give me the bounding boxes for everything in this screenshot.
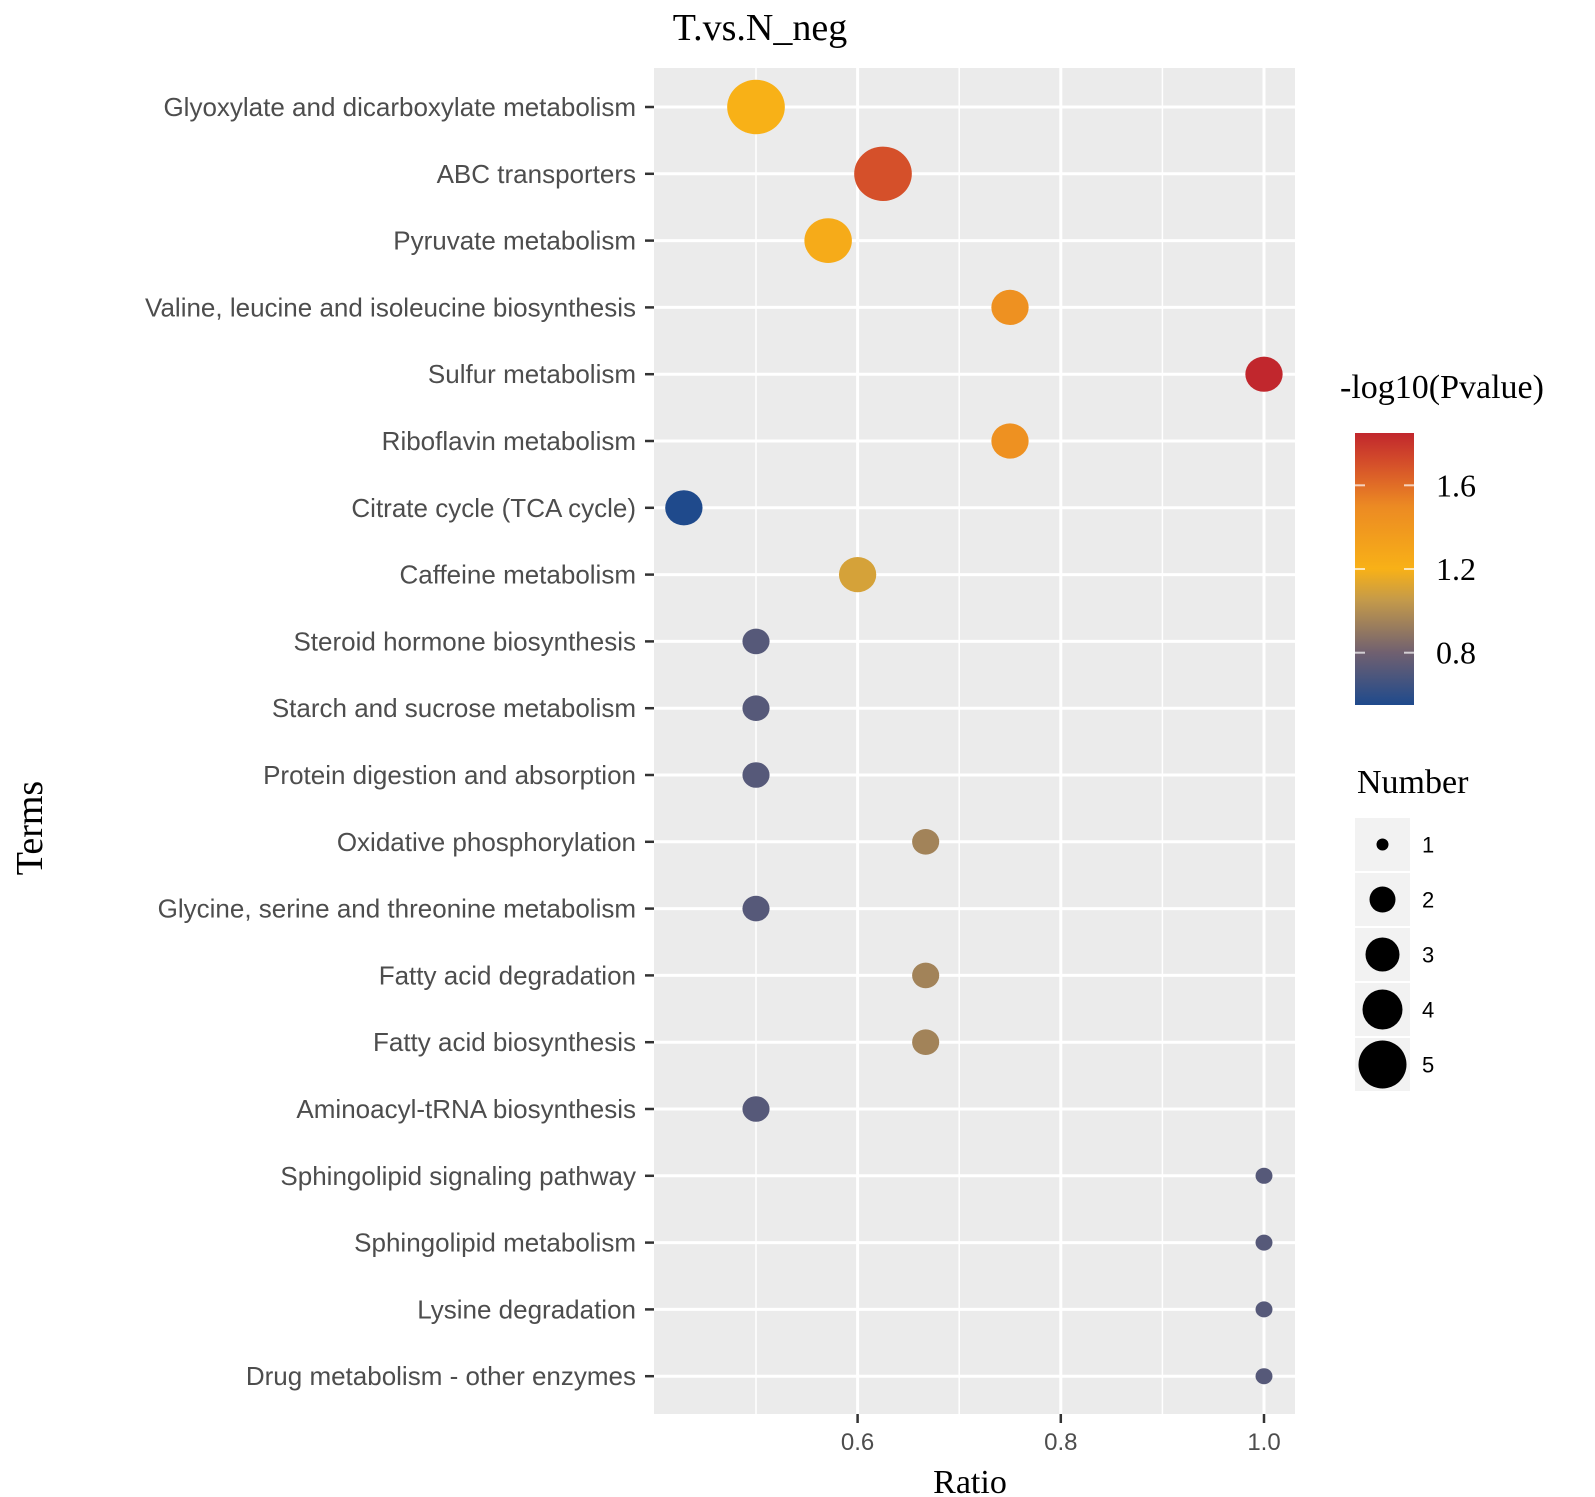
y-tick-label: ABC transporters <box>437 159 636 189</box>
y-tick-label: Valine, leucine and isoleucine biosynthe… <box>145 292 636 322</box>
size-legend-dot <box>1358 1040 1407 1089</box>
data-point <box>991 423 1029 459</box>
data-point <box>742 628 770 655</box>
x-tick-label: 1.0 <box>1247 1429 1280 1456</box>
data-point <box>742 1096 770 1122</box>
size-legend-label: 4 <box>1422 998 1434 1023</box>
data-point <box>742 695 770 721</box>
colorbar-tick-label: 0.8 <box>1436 635 1476 671</box>
y-tick-label: Riboflavin metabolism <box>382 426 636 456</box>
data-point <box>838 557 877 593</box>
data-point <box>912 1029 940 1055</box>
y-tick-label: Lysine degradation <box>417 1294 636 1324</box>
y-tick-label: Fatty acid degradation <box>379 960 636 990</box>
colorbar-tick-label: 1.2 <box>1436 551 1476 587</box>
size-legend: 1 2 3 4 5 <box>1355 818 1434 1091</box>
size-legend-dot <box>1362 989 1403 1030</box>
data-point <box>1255 1301 1273 1318</box>
y-tick-label: Pyruvate metabolism <box>393 226 636 256</box>
size-legend-label: 3 <box>1422 943 1434 968</box>
y-tick-label: Sphingolipid signaling pathway <box>280 1161 636 1191</box>
data-point <box>912 962 940 989</box>
size-legend-dot <box>1376 838 1389 851</box>
size-legend-label: 5 <box>1422 1053 1434 1078</box>
y-tick-label: Fatty acid biosynthesis <box>373 1027 636 1057</box>
size-legend-label: 1 <box>1422 833 1434 858</box>
size-legend-title: Number <box>1357 764 1469 801</box>
x-axis-label: Ratio <box>933 1464 1007 1497</box>
data-point <box>804 218 852 263</box>
data-point <box>742 762 770 788</box>
data-point <box>665 490 703 526</box>
size-legend-dot <box>1369 886 1396 913</box>
data-point <box>991 289 1029 325</box>
data-point <box>727 79 785 135</box>
y-tick-label: Steroid hormone biosynthesis <box>293 626 636 656</box>
data-point <box>854 146 912 201</box>
y-tick-label: Citrate cycle (TCA cycle) <box>351 493 636 523</box>
y-axis-label: Terms <box>9 781 51 875</box>
y-tick-label: Oxidative phosphorylation <box>337 827 636 857</box>
x-tick-label: 0.8 <box>1044 1429 1077 1456</box>
y-tick-label: Glycine, serine and threonine metabolism <box>158 894 636 924</box>
data-point <box>912 829 940 855</box>
y-tick-label: Starch and sucrose metabolism <box>272 693 636 723</box>
data-point <box>1255 1368 1273 1385</box>
y-tick-label: Caffeine metabolism <box>399 560 636 590</box>
colorbar-tick-label: 1.6 <box>1436 467 1476 503</box>
size-legend-label: 2 <box>1422 888 1434 913</box>
x-axis-ticks: 0.6 0.8 1.0 <box>841 1414 1281 1456</box>
y-tick-label: Aminoacyl-tRNA biosynthesis <box>296 1094 636 1124</box>
data-points <box>665 79 1283 1385</box>
size-legend-dot <box>1365 937 1400 972</box>
data-point <box>1255 1234 1273 1251</box>
y-tick-label: Sphingolipid metabolism <box>354 1228 636 1258</box>
y-axis-ticks: Glyoxylate and dicarboxylate metabolism A… <box>145 92 654 1391</box>
plot-panel <box>654 68 1295 1414</box>
data-point <box>742 895 770 922</box>
x-tick-label: 0.6 <box>841 1429 874 1456</box>
chart-title: T.vs.N_neg <box>673 7 848 49</box>
y-tick-label: Sulfur metabolism <box>428 359 636 389</box>
y-tick-label: Glyoxylate and dicarboxylate metabolism <box>163 92 636 122</box>
y-tick-label: Drug metabolism - other enzymes <box>246 1361 636 1391</box>
color-legend-title: -log10(Pvalue) <box>1340 369 1544 406</box>
grid-lines <box>654 68 1295 1414</box>
data-point <box>1245 356 1283 392</box>
data-point <box>1255 1167 1273 1184</box>
colorbar-ticks: 0.8 1.2 1.6 <box>1355 467 1476 671</box>
y-tick-label: Protein digestion and absorption <box>263 760 636 790</box>
